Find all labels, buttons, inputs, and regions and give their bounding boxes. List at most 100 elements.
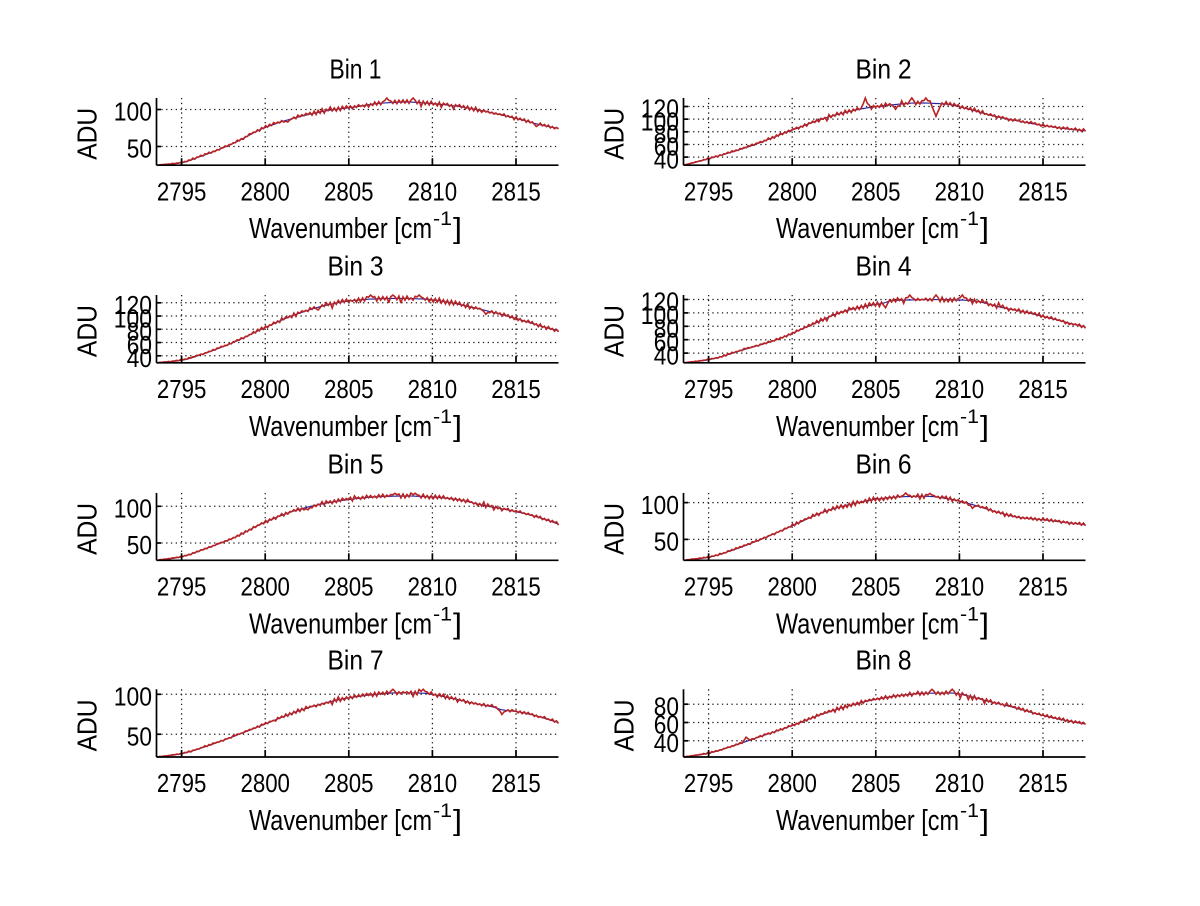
svg-text:Bin 8: Bin 8 xyxy=(856,645,912,676)
svg-text:2815: 2815 xyxy=(1018,374,1068,404)
svg-text:2795: 2795 xyxy=(684,572,734,602)
svg-text:2805: 2805 xyxy=(324,768,374,798)
svg-text:Bin 1: Bin 1 xyxy=(330,53,382,84)
svg-text:Bin 6: Bin 6 xyxy=(856,448,912,479)
svg-text:50: 50 xyxy=(127,530,152,560)
svg-text:]: ] xyxy=(453,805,462,837)
svg-text:2815: 2815 xyxy=(491,572,541,602)
svg-text:ADU: ADU xyxy=(72,305,103,357)
svg-text:2800: 2800 xyxy=(767,572,817,602)
svg-text:Wavenumber [cm: Wavenumber [cm xyxy=(776,608,959,640)
svg-text:ADU: ADU xyxy=(599,108,630,160)
svg-text:40: 40 xyxy=(654,144,679,174)
svg-text:Bin 7: Bin 7 xyxy=(328,645,384,676)
svg-text:2805: 2805 xyxy=(851,374,901,404)
svg-text:-1: -1 xyxy=(433,800,452,822)
svg-text:2805: 2805 xyxy=(324,176,374,206)
svg-text:Wavenumber [cm: Wavenumber [cm xyxy=(249,608,432,640)
svg-text:120: 120 xyxy=(641,287,679,317)
svg-text:2810: 2810 xyxy=(408,572,458,602)
svg-text:2810: 2810 xyxy=(935,176,985,206)
svg-text:2810: 2810 xyxy=(408,768,458,798)
svg-text:100: 100 xyxy=(114,97,152,127)
svg-text:2815: 2815 xyxy=(491,176,541,206)
svg-text:2810: 2810 xyxy=(408,176,458,206)
svg-text:]: ] xyxy=(980,411,989,443)
svg-text:2795: 2795 xyxy=(157,572,207,602)
svg-text:-1: -1 xyxy=(433,406,452,428)
svg-text:2810: 2810 xyxy=(935,572,985,602)
svg-text:2810: 2810 xyxy=(935,768,985,798)
svg-text:2805: 2805 xyxy=(851,572,901,602)
svg-text:2795: 2795 xyxy=(157,374,207,404)
svg-text:ADU: ADU xyxy=(599,305,630,357)
svg-text:100: 100 xyxy=(641,490,679,520)
svg-text:-1: -1 xyxy=(433,603,452,625)
svg-text:60: 60 xyxy=(654,710,679,740)
svg-text:-1: -1 xyxy=(960,603,979,625)
svg-text:2800: 2800 xyxy=(240,768,290,798)
svg-text:ADU: ADU xyxy=(72,503,103,555)
svg-text:ADU: ADU xyxy=(72,699,103,751)
svg-text:60: 60 xyxy=(654,327,679,357)
svg-text:Wavenumber [cm: Wavenumber [cm xyxy=(249,805,432,837)
svg-text:80: 80 xyxy=(654,119,679,149)
svg-text:2795: 2795 xyxy=(157,768,207,798)
svg-text:80: 80 xyxy=(127,317,152,347)
svg-text:100: 100 xyxy=(114,303,152,333)
svg-text:2795: 2795 xyxy=(684,374,734,404)
svg-text:-1: -1 xyxy=(960,406,979,428)
svg-text:]: ] xyxy=(980,805,989,837)
svg-text:100: 100 xyxy=(641,106,679,136)
svg-text:2805: 2805 xyxy=(324,572,374,602)
svg-text:2815: 2815 xyxy=(1018,176,1068,206)
svg-text:100: 100 xyxy=(114,494,152,524)
svg-text:40: 40 xyxy=(654,340,679,370)
svg-text:80: 80 xyxy=(654,691,679,721)
svg-text:2795: 2795 xyxy=(684,176,734,206)
svg-text:120: 120 xyxy=(641,94,679,124)
svg-text:Wavenumber [cm: Wavenumber [cm xyxy=(776,411,959,443)
svg-text:2805: 2805 xyxy=(324,374,374,404)
svg-text:60: 60 xyxy=(127,330,152,360)
svg-text:Bin 3: Bin 3 xyxy=(328,250,384,281)
svg-text:Bin 5: Bin 5 xyxy=(328,448,384,479)
svg-text:40: 40 xyxy=(654,728,679,758)
svg-text:2815: 2815 xyxy=(491,374,541,404)
svg-text:2800: 2800 xyxy=(767,768,817,798)
svg-text:]: ] xyxy=(980,608,989,640)
svg-text:-1: -1 xyxy=(433,208,452,230)
svg-text:]: ] xyxy=(980,213,989,245)
svg-text:2815: 2815 xyxy=(1018,768,1068,798)
svg-text:Bin 4: Bin 4 xyxy=(856,250,912,281)
svg-text:ADU: ADU xyxy=(72,108,103,160)
svg-text:Wavenumber [cm: Wavenumber [cm xyxy=(249,411,432,443)
svg-text:2800: 2800 xyxy=(240,176,290,206)
svg-text:2800: 2800 xyxy=(240,374,290,404)
svg-text:2800: 2800 xyxy=(240,572,290,602)
svg-text:2805: 2805 xyxy=(851,176,901,206)
svg-text:ADU: ADU xyxy=(599,503,630,555)
svg-text:2795: 2795 xyxy=(157,176,207,206)
svg-text:2810: 2810 xyxy=(935,374,985,404)
svg-text:ADU: ADU xyxy=(608,699,639,751)
svg-text:Wavenumber [cm: Wavenumber [cm xyxy=(776,805,959,837)
svg-text:Wavenumber [cm: Wavenumber [cm xyxy=(776,213,959,245)
svg-text:100: 100 xyxy=(114,682,152,712)
svg-text:]: ] xyxy=(453,213,462,245)
svg-text:2810: 2810 xyxy=(408,374,458,404)
svg-text:2805: 2805 xyxy=(851,768,901,798)
svg-text:60: 60 xyxy=(654,132,679,162)
svg-text:-1: -1 xyxy=(960,800,979,822)
svg-text:2800: 2800 xyxy=(767,176,817,206)
svg-text:2800: 2800 xyxy=(767,374,817,404)
svg-text:2815: 2815 xyxy=(491,768,541,798)
svg-text:]: ] xyxy=(453,411,462,443)
svg-text:-1: -1 xyxy=(960,208,979,230)
svg-text:50: 50 xyxy=(127,134,152,164)
svg-text:2795: 2795 xyxy=(684,768,734,798)
svg-text:40: 40 xyxy=(127,343,152,373)
svg-text:50: 50 xyxy=(654,527,679,557)
svg-text:Wavenumber [cm: Wavenumber [cm xyxy=(249,213,432,245)
svg-text:120: 120 xyxy=(114,290,152,320)
